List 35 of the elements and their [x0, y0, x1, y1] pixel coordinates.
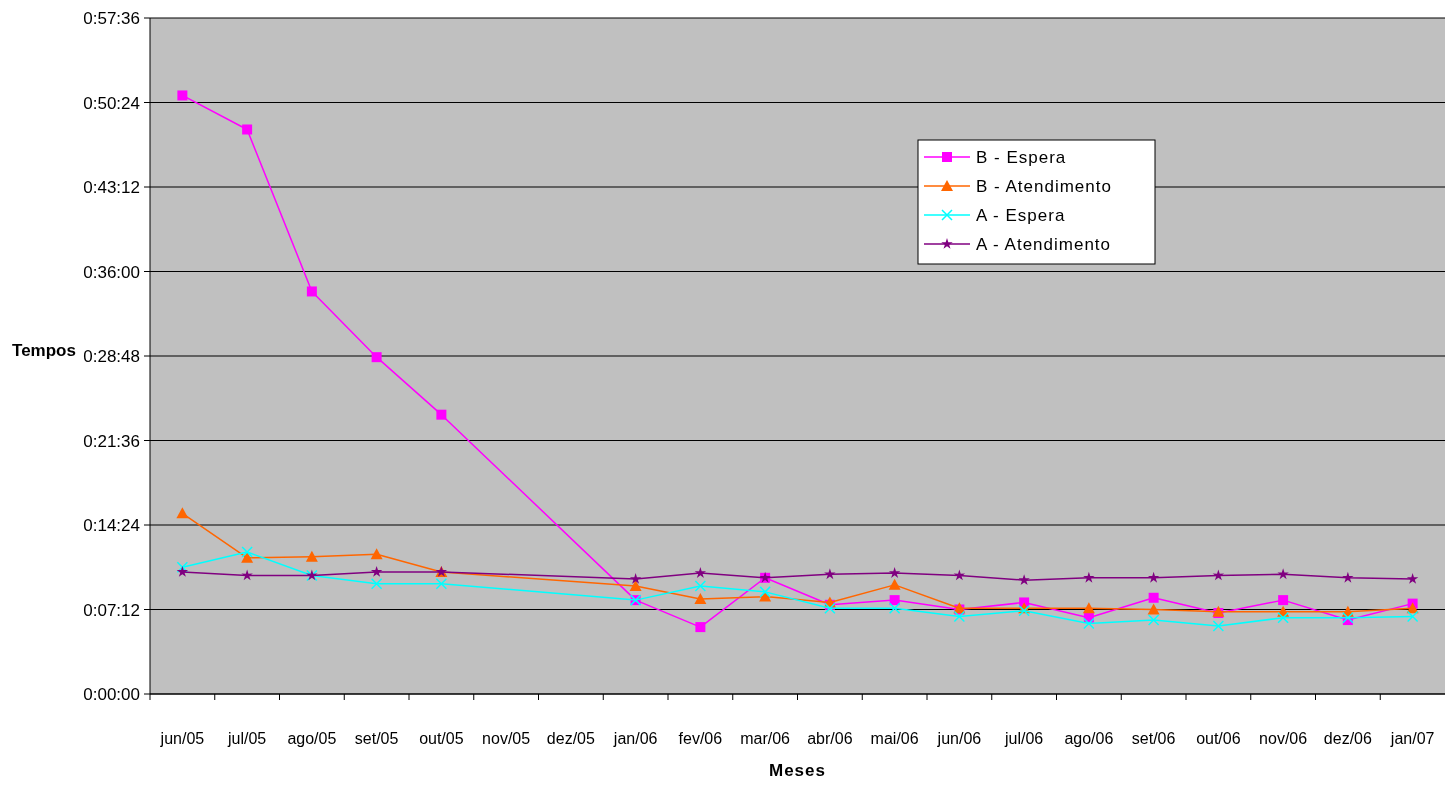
- y-tick-label: 0:07:12: [83, 600, 140, 620]
- legend-label: B - Espera: [976, 148, 1067, 167]
- x-tick-label: ago/05: [287, 730, 337, 747]
- x-tick-label: dez/06: [1323, 730, 1372, 747]
- x-tick-label: jun/05: [159, 730, 205, 747]
- x-tick-label: fev/06: [678, 730, 723, 747]
- x-tick-label: jan/06: [612, 730, 658, 747]
- x-tick-label: jun/06: [936, 730, 982, 747]
- x-tick-label: nov/06: [1259, 730, 1308, 747]
- x-axis-title: Meses: [769, 761, 826, 780]
- x-tick-label: out/06: [1196, 730, 1241, 747]
- x-tick-label: set/06: [1131, 730, 1176, 747]
- x-tick-label: ago/06: [1064, 730, 1114, 747]
- x-tick-label: nov/05: [482, 730, 531, 747]
- x-tick-label: dez/05: [546, 730, 595, 747]
- x-tick-label: mai/06: [870, 730, 919, 747]
- y-tick-label: 0:21:36: [83, 431, 140, 451]
- y-tick-label: 0:14:24: [83, 516, 140, 535]
- x-tick-label: mar/06: [740, 730, 791, 747]
- y-tick-label: 0:28:48: [83, 347, 140, 366]
- x-tick-label: jan/07: [1389, 730, 1435, 747]
- y-tick-label: 0:36:00: [83, 262, 140, 282]
- x-tick-label: jul/06: [1004, 730, 1044, 747]
- x-tick-label: set/05: [354, 730, 399, 747]
- y-tick-label: 0:43:12: [83, 178, 140, 197]
- y-tick-label: 0:57:36: [83, 9, 140, 28]
- y-tick-label: 0:50:24: [83, 93, 140, 113]
- x-tick-label: out/05: [419, 730, 464, 747]
- y-axis-title: Tempos: [12, 341, 76, 360]
- legend-label: B - Atendimento: [976, 177, 1112, 196]
- legend-label: A - Atendimento: [976, 235, 1112, 254]
- x-tick-label: jul/05: [227, 730, 267, 747]
- x-tick-label: abr/06: [807, 730, 853, 747]
- y-tick-label: 0:00:00: [83, 685, 140, 704]
- legend-label: A - Espera: [976, 206, 1066, 225]
